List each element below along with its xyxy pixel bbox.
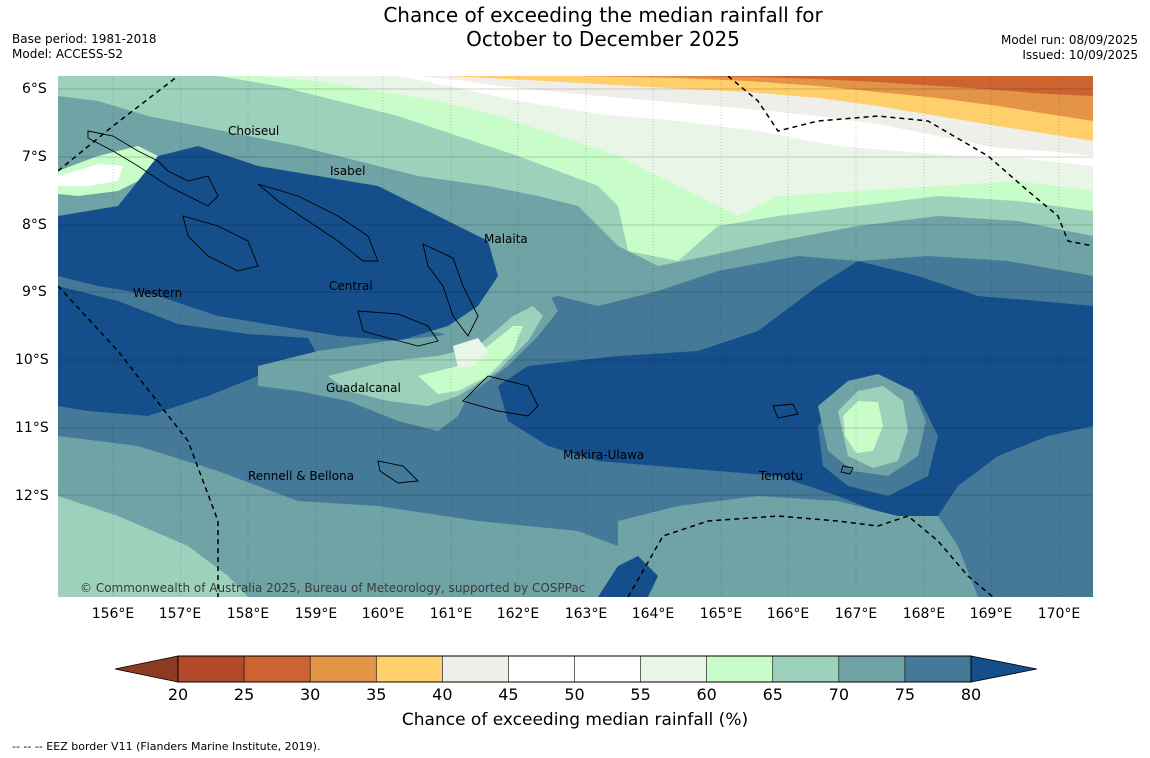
lon-label: 166°E (766, 606, 810, 622)
field-65-70-southwest (58, 496, 248, 597)
rainfall-map: © Commonwealth of Australia 2025, Bureau… (58, 76, 1093, 597)
colorbar-tick-label: 20 (167, 685, 189, 704)
region-label-choiseul: Choiseul (228, 124, 280, 138)
region-label-malaita: Malaita (484, 232, 528, 246)
lat-label: 6°S (22, 81, 47, 97)
lon-label: 164°E (631, 606, 675, 622)
run-info: Model run: 08/09/2025 Issued: 10/09/2025 (1001, 33, 1138, 63)
colorbar-segment (772, 656, 840, 682)
lon-label: 169°E (969, 606, 1013, 622)
field-25-30-north (668, 76, 1093, 96)
colorbar-segment (442, 656, 509, 682)
field-55-60-central (453, 338, 488, 368)
lon-label: 161°E (429, 606, 473, 622)
colorbar-tick-label: 75 (894, 685, 916, 704)
model-name: Model: ACCESS-S2 (12, 47, 124, 61)
colorbar-segment (178, 656, 245, 682)
colorbar-tick-label: 60 (696, 685, 717, 704)
lat-label: 10°S (15, 352, 49, 368)
region-label-isabel: Isabel (330, 164, 366, 178)
title-line-2: October to December 2025 (466, 27, 740, 51)
colorbar-tick-label: 25 (233, 685, 255, 704)
field-70-75-south (58, 436, 638, 597)
colorbar-tick-label: 40 (432, 685, 453, 704)
colorbar-tick-label: 30 (299, 685, 321, 704)
lat-label: 11°S (15, 420, 49, 436)
colorbar-tick-label: 55 (630, 685, 651, 704)
field-80-north (58, 146, 498, 341)
lon-label: 162°E (496, 606, 540, 622)
lon-label: 159°E (294, 606, 338, 622)
eez-border (58, 76, 1093, 597)
colorbar-extend-high (970, 655, 1037, 683)
colorbar-segment (310, 656, 377, 682)
coastlines (87, 130, 854, 484)
base-period: Base period: 1981-2018 (12, 32, 157, 46)
colorbar-tick-label: 35 (366, 685, 387, 704)
colorbar-segment (838, 656, 906, 682)
field-80-south (598, 556, 658, 597)
region-label-makira-ulawa: Makira-Ulawa (563, 448, 645, 462)
colorbar-segment (904, 656, 972, 682)
colorbar-tick-label: 80 (960, 685, 982, 704)
region-label-rennell-bellona: Rennell & Bellona (248, 469, 355, 483)
field-60-65-temotu (843, 401, 883, 453)
colorbar-tick-label: 45 (498, 685, 519, 704)
region-label-western: Western (133, 286, 183, 300)
lon-label: 156°E (91, 606, 135, 622)
region-label-central: Central (329, 279, 373, 293)
lat-label: 8°S (22, 217, 47, 233)
colorbar-segment (244, 656, 311, 682)
lon-label: 165°E (699, 606, 743, 622)
colorbar-segment (508, 656, 575, 682)
colorbar-segment (376, 656, 443, 682)
colorbar-segment (574, 656, 642, 682)
colorbar-tick-label: 65 (762, 685, 783, 704)
lat-label: 7°S (22, 149, 47, 165)
lon-label: 163°E (564, 606, 608, 622)
issued-date: Issued: 10/09/2025 (1022, 48, 1138, 62)
colorbar-segment (706, 656, 774, 682)
colorbar-tick-label: 70 (828, 685, 849, 704)
lon-label: 157°E (158, 606, 202, 622)
lat-label: 12°S (15, 488, 49, 504)
lon-label: 160°E (361, 606, 405, 622)
eez-footnote: -- -- -- EEZ border V11 (Flanders Marine… (12, 740, 321, 753)
colorbar-segment (640, 656, 708, 682)
field-80-west (58, 286, 318, 416)
lon-label: 167°E (834, 606, 878, 622)
colorbar (115, 655, 1037, 683)
lon-label: 170°E (1037, 606, 1081, 622)
graticule (58, 76, 1093, 597)
title-line-1: Chance of exceeding the median rainfall … (383, 3, 823, 27)
model-info: Base period: 1981-2018 Model: ACCESS-S2 (12, 32, 157, 62)
field-65-70-central (328, 306, 543, 406)
colorbar-extend-low (115, 655, 179, 683)
lon-label: 158°E (226, 606, 270, 622)
model-run: Model run: 08/09/2025 (1000, 33, 1138, 47)
map-title: Chance of exceeding the median rainfall … (0, 3, 1150, 51)
lat-label: 9°S (22, 284, 47, 300)
lon-label: 168°E (902, 606, 946, 622)
colorbar-tick-label: 50 (564, 685, 585, 704)
field-50-west (58, 164, 123, 186)
region-label-temotu: Temotu (759, 469, 804, 483)
region-label-guadalcanal: Guadalcanal (326, 381, 401, 395)
field-80-east (498, 261, 1093, 516)
copyright-notice: © Commonwealth of Australia 2025, Bureau… (80, 581, 585, 595)
colorbar-label: Chance of exceeding median rainfall (%) (401, 710, 749, 730)
